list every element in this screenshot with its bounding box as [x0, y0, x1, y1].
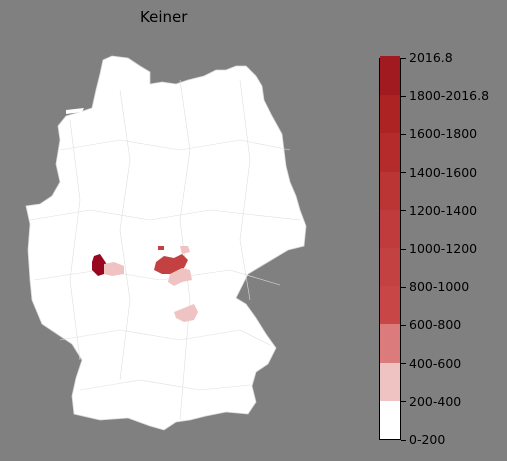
colorbar-tick	[401, 95, 406, 97]
colorbar-tick-label: 600-800	[409, 317, 462, 333]
colorbar-segment	[380, 361, 400, 401]
colorbar-segment	[380, 170, 400, 210]
colorbar-tick	[401, 57, 406, 59]
colorbar-segment	[380, 56, 400, 96]
colorbar-tick-label: 800-1000	[409, 279, 470, 295]
colorbar-segment	[380, 323, 400, 363]
region-southeast	[174, 304, 198, 322]
colorbar-tick	[401, 439, 406, 441]
colorbar-tick-label: 1800-2016.8	[409, 88, 490, 104]
district-borders	[29, 79, 301, 421]
colorbar-segment	[380, 209, 400, 248]
colorbar-segment	[380, 400, 400, 439]
colorbar-tick-label: 400-600	[409, 355, 462, 371]
colorbar-tick-label: 2016.8	[409, 50, 453, 65]
colorbar-segment	[380, 132, 400, 172]
colorbar-tick-label: 1000-1200	[409, 241, 478, 256]
map-title: Keiner	[140, 8, 188, 26]
colorbar-tick-label: 1200-1400	[409, 202, 478, 218]
colorbar-tick	[401, 210, 406, 212]
colorbar-tick-label: 1400-1600	[409, 164, 478, 180]
region-central-north-pale	[180, 246, 190, 254]
colorbar-tick	[401, 286, 406, 288]
colorbar-segment	[380, 285, 400, 325]
region-central-north-small	[158, 246, 164, 250]
region-central-south	[168, 268, 192, 286]
colorbar-tick-label: 200-400	[409, 393, 462, 409]
colorbar-tick	[401, 324, 406, 326]
colorbar	[379, 56, 401, 440]
colorbar-tick-label: 0-200	[409, 432, 446, 447]
germany-map	[25, 55, 307, 431]
region-west-east-neighbor	[104, 262, 124, 276]
colorbar-tick	[401, 133, 406, 135]
germany-outline	[25, 55, 307, 431]
colorbar-segment	[380, 247, 400, 287]
colorbar-tick	[401, 401, 406, 403]
colorbar-tick	[401, 248, 406, 250]
colorbar-segment	[380, 94, 400, 134]
colorbar-tick	[401, 363, 406, 365]
colorbar-tick-label: 1600-1800	[409, 126, 478, 142]
region-central	[154, 254, 188, 274]
colorbar-tick	[401, 172, 406, 174]
